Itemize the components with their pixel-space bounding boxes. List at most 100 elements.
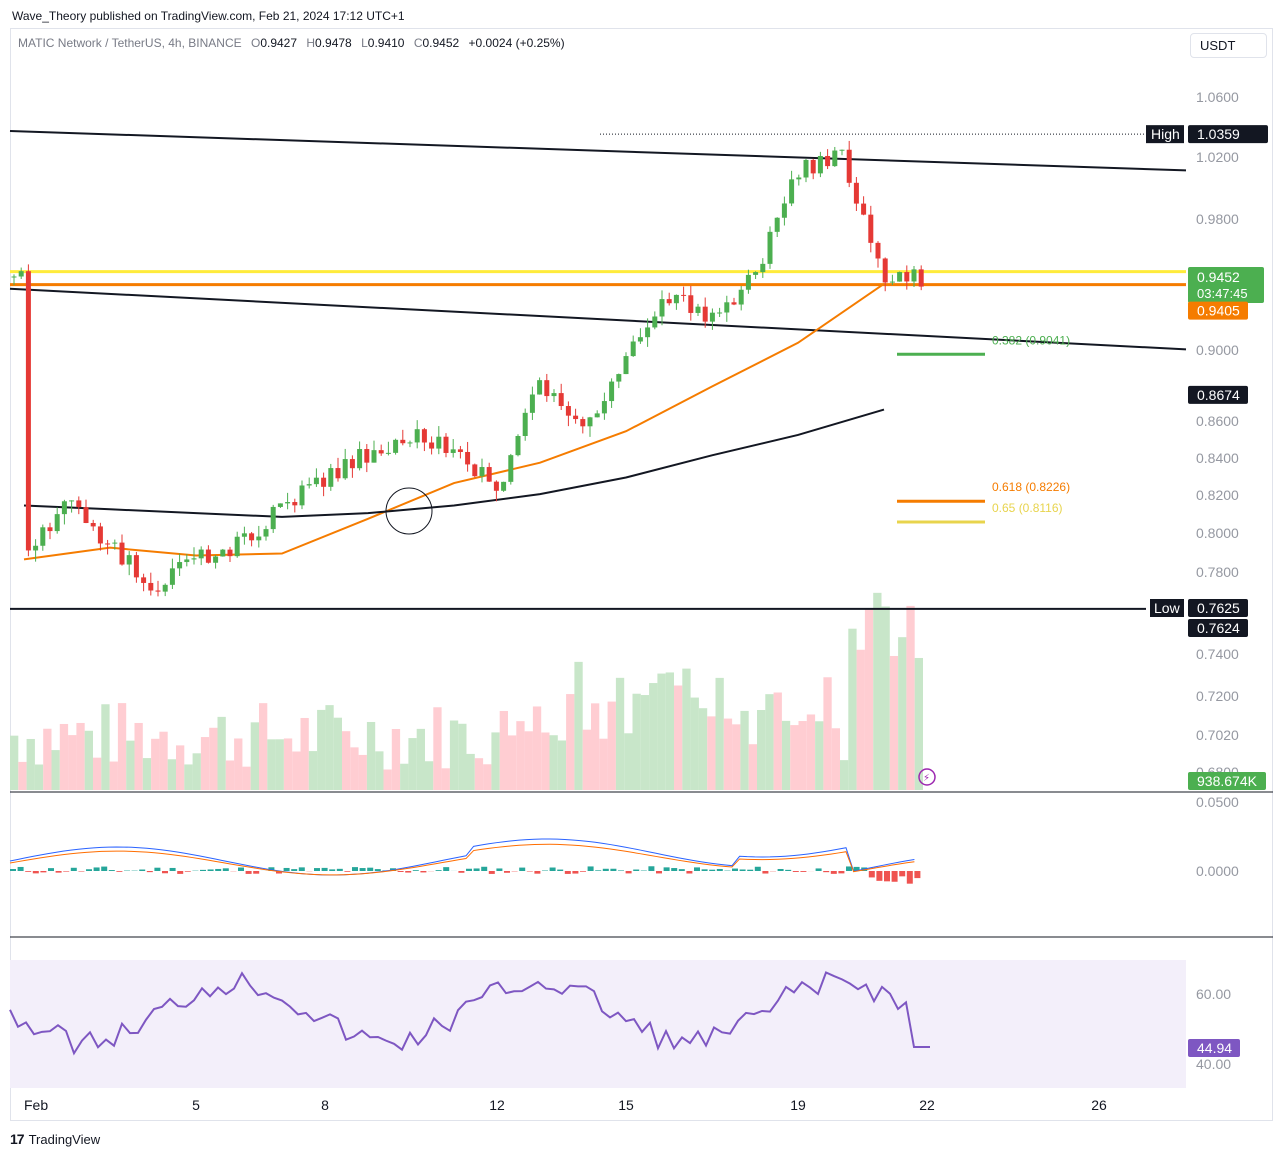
macd-histogram-bar [686,871,693,874]
ema-50-line [23,283,885,561]
volume-bar [740,710,749,790]
volume-bar [184,764,193,790]
macd-histogram-bar [412,870,419,871]
ema-200-line [23,408,885,518]
y-tick-label: 1.0200 [1196,149,1239,165]
candle-body [565,406,571,416]
volume-bar [690,697,699,790]
currency-selector[interactable]: USDT [1190,33,1267,58]
macd-histogram-bar [458,871,465,873]
macd-histogram-bar [914,871,921,879]
x-tick-label: 22 [919,1097,935,1113]
macd-histogram-bar [283,867,290,871]
high-value: 0.9478 [315,36,352,50]
candle-body [133,555,139,578]
macd-histogram-bar [580,871,586,872]
macd-histogram-bar [610,868,617,871]
tradingview-logo-text: TradingView [28,1131,101,1147]
rsi-value-tag: 44.94 [1197,1040,1232,1056]
volume-bar [508,735,517,790]
volume-bar [76,722,85,790]
volume-bar [200,737,210,790]
low-price-tag-bg [1188,599,1248,617]
volume-bar [557,740,567,790]
volume-bar [458,723,467,790]
symbol-name[interactable]: MATIC Network / TetherUS, 4h, BINANCE [18,36,242,50]
candle-body [465,451,471,465]
candle-body [306,484,312,486]
candle-body [414,429,420,443]
rsi-band-background [10,960,1186,1088]
tradingview-logo[interactable]: 17 TradingView [10,1131,100,1147]
volume-bar [117,703,127,790]
candle-body [335,468,341,479]
low-tag-bg [1150,599,1184,617]
macd-line [9,838,915,876]
macd-histogram-bar [154,867,161,871]
macd-histogram-bar [359,868,366,871]
ema50-price-tag-bg [1188,301,1248,320]
y-tick-label: 0.7200 [1196,688,1239,704]
volume-bar [283,738,293,790]
candle-body [479,467,485,477]
macd-histogram-bar [86,869,92,871]
volume-bar [723,718,733,790]
volume-bar [126,740,135,790]
macd-histogram-bar [245,871,252,874]
candle-body [162,584,168,592]
volume-bar [806,714,816,790]
volume-bar [350,747,359,790]
volume-bar [474,758,484,790]
candle-body [652,316,658,328]
macd-histogram-bar [101,866,108,871]
candle-body [393,439,399,453]
volume-bar [159,731,168,790]
macd-histogram-bar [739,869,746,871]
volume-bar [449,720,459,790]
candle-body [551,393,557,397]
macd-histogram-bar [671,868,678,871]
volume-bar [599,738,608,790]
candle-body [709,312,715,322]
macd-histogram-bar [868,871,875,878]
macd-histogram-bar [222,868,229,871]
volume-bar [217,716,226,790]
candle-body [601,401,607,414]
volume-bar [209,727,218,790]
volume-bar [10,735,19,790]
candle-body [817,155,823,174]
macd-histogram-bar [215,868,222,871]
candle-body [472,464,478,477]
volume-bar [566,694,575,790]
candle-body [285,502,291,504]
volume-bar [732,724,741,790]
candle-body [832,150,838,167]
candle-body [220,549,226,557]
volume-bar [400,763,409,790]
macd-histogram-bar [207,869,214,871]
macd-histogram-bar [701,869,708,871]
high-tag-label: High [1151,126,1180,142]
macd-histogram-bar [557,869,564,871]
candle-body [774,217,780,232]
candle-body [587,417,593,427]
macd-histogram-bar [169,867,176,871]
volume-bar [325,705,334,790]
x-tick-label: 5 [192,1097,200,1113]
volume-bar [101,704,110,790]
volume-bar [26,738,35,790]
volume-bar [532,706,542,790]
volume-bar [59,723,69,790]
fib-0.618-label: 0.618 (0.8226) [992,480,1070,494]
macd-histogram-bar [473,868,480,871]
macd-histogram-bar [899,871,906,877]
macd-histogram-bar [618,870,624,871]
volume-bar [615,677,625,790]
candle-body [234,536,240,557]
volume-bar [757,710,766,790]
macd-histogram-bar [762,871,769,874]
volume-bar [524,731,533,790]
open-value: 0.9427 [260,36,298,50]
volume-bar [51,750,60,790]
